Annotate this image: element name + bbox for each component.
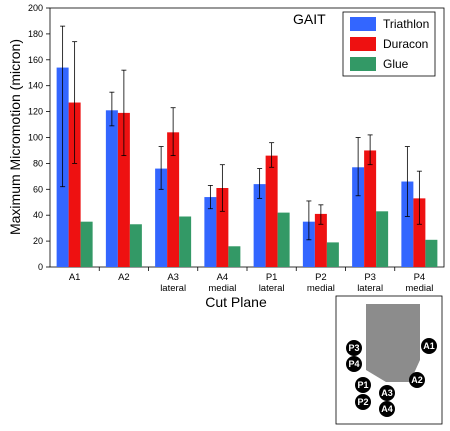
x-tick-label: lateral <box>160 283 186 294</box>
error-bars <box>60 25 422 241</box>
y-tick-label: 40 <box>33 210 43 220</box>
marker-p2 <box>355 394 371 410</box>
y-tick-label: 20 <box>33 236 43 246</box>
bar-glue <box>228 246 241 267</box>
bar-triathlon <box>105 110 118 268</box>
y-tick-label: 120 <box>28 107 43 117</box>
x-tick-label: P2 <box>315 272 327 283</box>
marker-p1 <box>355 377 371 393</box>
bar-duracon <box>68 102 81 267</box>
legend-swatch-duracon <box>350 37 376 51</box>
bar-duracon <box>216 188 229 267</box>
marker-a1 <box>421 338 437 354</box>
marker-label-p4: P4 <box>348 359 359 369</box>
x-tick-label: A1 <box>69 272 81 283</box>
legend-swatch-triathlon <box>350 17 376 31</box>
marker-label-p3: P3 <box>348 343 359 353</box>
legend-swatch-glue <box>350 57 376 71</box>
x-tick-label: P1 <box>266 272 278 283</box>
legend-label-glue: Glue <box>383 57 409 71</box>
bar-triathlon <box>204 197 217 267</box>
bar-glue <box>425 239 438 267</box>
y-axis: 0 20 40 60 80 100 120 140 160 180 200 <box>28 3 50 272</box>
marker-p3 <box>346 340 362 356</box>
x-tick-label: lateral <box>357 283 383 294</box>
x-tick-label: A2 <box>118 272 130 283</box>
y-tick-label: 80 <box>33 158 43 168</box>
bar-glue <box>80 221 93 267</box>
bar-duracon <box>413 198 426 267</box>
y-tick-label: 200 <box>28 3 43 13</box>
x-tick-label: medial <box>405 283 433 294</box>
cut-plane-inset: A1 A2 A3 A4 P1 P2 P3 P4 <box>335 295 443 425</box>
x-axis-label: Cut Plane <box>205 294 267 310</box>
bar-glue <box>179 216 192 267</box>
x-tick-label: medial <box>208 283 236 294</box>
bar-glue <box>326 242 339 267</box>
bar-triathlon <box>352 167 365 267</box>
x-axis: A1 A2 A3lateralA4medialP1lateralP2medialP3… <box>69 267 433 294</box>
bar-duracon <box>364 150 377 267</box>
y-tick-label: 0 <box>38 262 43 272</box>
marker-p4 <box>346 356 362 372</box>
marker-a2 <box>409 372 425 388</box>
legend: Triathlon Duracon Glue <box>342 11 436 77</box>
y-tick-label: 140 <box>28 81 43 91</box>
x-tick-label: A3 <box>167 272 179 283</box>
marker-a4 <box>379 401 395 417</box>
marker-label-p2: P2 <box>357 397 368 407</box>
bar-duracon <box>167 132 180 267</box>
y-tick-label: 160 <box>28 55 43 65</box>
marker-label-a3: A3 <box>381 388 393 398</box>
bar-triathlon <box>401 181 414 267</box>
marker-a3 <box>379 385 395 401</box>
y-tick-label: 180 <box>28 29 43 39</box>
bar-duracon <box>117 112 130 268</box>
marker-label-p1: P1 <box>357 380 368 390</box>
bar-glue <box>277 212 290 267</box>
bars <box>56 67 438 268</box>
bar-glue <box>376 211 389 267</box>
x-tick-label: P3 <box>364 272 376 283</box>
y-tick-label: 60 <box>33 184 43 194</box>
bar-glue <box>129 224 142 267</box>
implant-outline <box>366 304 420 382</box>
x-tick-label: medial <box>307 283 335 294</box>
x-tick-label: lateral <box>259 283 285 294</box>
marker-label-a2: A2 <box>411 375 423 385</box>
y-axis-label: Maximum Micromotion (micron) <box>7 39 23 235</box>
legend-label-duracon: Duracon <box>383 37 428 51</box>
x-tick-label: A4 <box>217 272 229 283</box>
bar-duracon <box>265 155 278 267</box>
bar-duracon <box>314 213 327 267</box>
x-tick-label: P4 <box>414 272 426 283</box>
marker-label-a4: A4 <box>381 404 393 414</box>
marker-label-a1: A1 <box>423 341 435 351</box>
inset-markers: A1 A2 A3 A4 P1 P2 P3 P4 <box>346 338 437 417</box>
bar-triathlon <box>253 184 266 267</box>
bar-triathlon <box>302 221 315 267</box>
bar-triathlon <box>155 168 168 267</box>
y-tick-label: 100 <box>28 133 43 143</box>
chart-title: GAIT <box>293 11 326 27</box>
legend-label-triathlon: Triathlon <box>383 17 429 31</box>
